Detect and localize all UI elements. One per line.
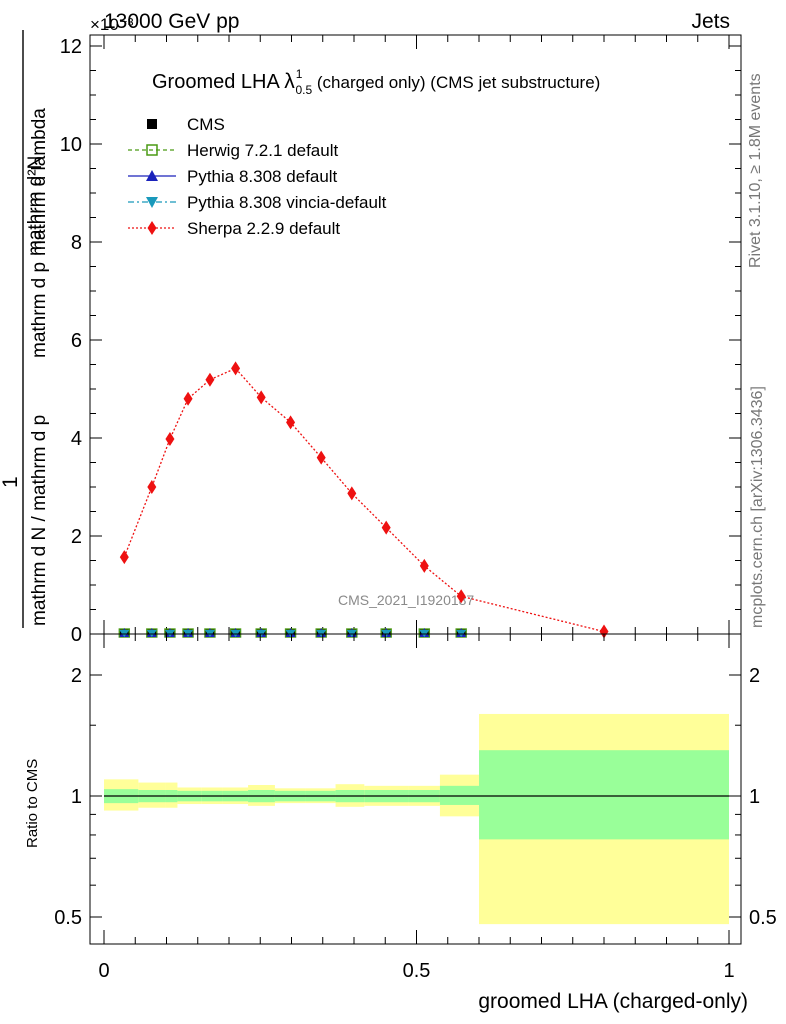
main-ytick-label: 0 bbox=[71, 624, 82, 646]
legend-marker bbox=[147, 119, 157, 129]
category-label: Jets bbox=[691, 10, 730, 33]
sherpa-line bbox=[123, 367, 605, 633]
sherpa-point bbox=[165, 431, 175, 446]
ratio-ytick-label-right: 0.5 bbox=[749, 907, 777, 929]
main-ytick-label: 4 bbox=[71, 428, 82, 450]
legend-label: Sherpa 2.2.9 default bbox=[187, 219, 340, 238]
legend-entry: Pythia 8.308 default bbox=[128, 167, 338, 186]
sherpa-point bbox=[119, 550, 129, 565]
legend-marker bbox=[146, 197, 158, 208]
sherpa-point bbox=[286, 415, 296, 430]
sherpa-point bbox=[347, 486, 357, 501]
ratio-band-inner bbox=[479, 750, 729, 840]
legend-label: CMS bbox=[187, 115, 225, 134]
sherpa-point bbox=[147, 480, 157, 494]
ratio-y-tick-labels: 0.5 0.5 1 1 2 2 bbox=[54, 665, 777, 929]
legend-marker bbox=[147, 221, 157, 235]
legend-entry: Sherpa 2.2.9 default bbox=[128, 219, 340, 238]
x-axis-label: groomed LHA (charged-only) bbox=[478, 990, 748, 1013]
legend: CMS Herwig 7.2.1 default Pythia 8.308 defa… bbox=[128, 115, 387, 238]
ratio-band-inner bbox=[439, 785, 479, 805]
ratio-x-tick-labels: 0 0.5 1 bbox=[98, 960, 734, 982]
main-ytick-label: 12 bbox=[60, 36, 82, 58]
sherpa-point bbox=[381, 520, 391, 535]
legend-entry: CMS bbox=[147, 115, 225, 134]
sherpa-point bbox=[256, 390, 266, 405]
ratio-ytick-label-right: 1 bbox=[749, 786, 760, 808]
ratio-ytick-label-left: 0.5 bbox=[54, 907, 82, 929]
main-y-tick-labels: 0 2 4 6 8 10 12 bbox=[60, 36, 82, 646]
ratio-ytick-label-left: 1 bbox=[71, 786, 82, 808]
ratio-bands bbox=[104, 713, 729, 925]
svg-text:mathrm d p: mathrm d p bbox=[29, 262, 50, 358]
rivet-label: Rivet 3.1.10, ≥ 1.8M events bbox=[747, 73, 764, 268]
legend-marker bbox=[146, 144, 158, 156]
main-ytick-label: 10 bbox=[60, 134, 82, 156]
sherpa-point bbox=[231, 361, 241, 376]
svg-text:mathrm d lambda: mathrm d lambda bbox=[29, 108, 50, 256]
sherpa-point bbox=[316, 450, 326, 465]
main-ytick-label: 6 bbox=[71, 330, 82, 352]
main-ytick-label: 2 bbox=[71, 526, 82, 548]
ratio-y-axis-label: Ratio to CMS bbox=[24, 759, 41, 848]
chart-title: Groomed LHA λ1 0.5 (charged only) (CMS je… bbox=[152, 67, 600, 97]
svg-text:1: 1 bbox=[0, 476, 22, 488]
svg-text:Groomed LHA λ10.5 (charged onl: Groomed LHA λ1 0.5 (charged only) (CMS je… bbox=[152, 67, 600, 97]
main-data-marks bbox=[118, 361, 609, 639]
sherpa-point bbox=[419, 558, 429, 573]
ratio-xtick-label: 1 bbox=[723, 960, 734, 982]
ratio-plot-frame bbox=[89, 633, 742, 945]
energy-label: 13000 GeV pp bbox=[104, 10, 239, 33]
ratio-xtick-label: 0.5 bbox=[403, 960, 431, 982]
legend-label: Herwig 7.2.1 default bbox=[187, 141, 338, 160]
watermark-text: CMS_2021_I1920187 bbox=[338, 592, 474, 608]
main-y-axis-label: 1 mathrm d²N mathrm d N / mathrm d p mat… bbox=[0, 30, 50, 628]
sherpa-point bbox=[456, 589, 466, 604]
ratio-ytick-label-left: 2 bbox=[71, 665, 82, 687]
ratio-ytick-label-right: 2 bbox=[749, 665, 760, 687]
main-ytick-label: 8 bbox=[71, 232, 82, 254]
mcplots-label: mcplots.cern.ch [arXiv:1306.3436] bbox=[749, 386, 766, 628]
exponent-label: ×10⁻³ bbox=[90, 15, 134, 34]
sherpa-point bbox=[205, 372, 215, 387]
svg-text:mathrm d N / mathrm d p: mathrm d N / mathrm d p bbox=[29, 415, 50, 626]
legend-entry: Herwig 7.2.1 default bbox=[128, 141, 338, 160]
sherpa-point bbox=[183, 391, 193, 406]
legend-label: Pythia 8.308 vincia-default bbox=[187, 193, 387, 212]
ratio-xtick-label: 0 bbox=[98, 960, 109, 982]
ratio-axis-ticks bbox=[90, 634, 741, 944]
legend-marker bbox=[146, 170, 158, 181]
svg-text:mathrm d²N: mathrm d²N bbox=[25, 156, 46, 256]
legend-label: Pythia 8.308 default bbox=[187, 167, 338, 186]
sherpa-point bbox=[599, 624, 609, 639]
legend-entry: Pythia 8.308 vincia-default bbox=[128, 193, 387, 212]
